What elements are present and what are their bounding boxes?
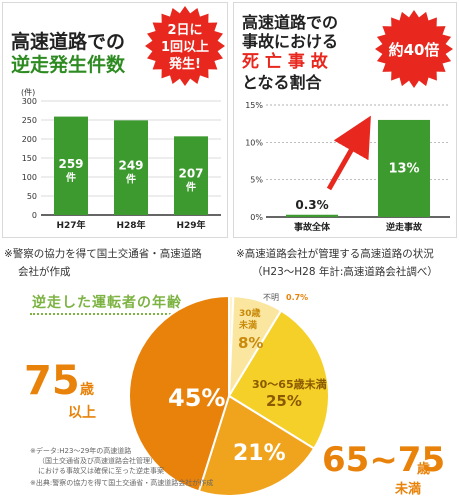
increase-arrow: [326, 115, 371, 191]
slice-label-under30-a: 30歳: [239, 307, 261, 319]
slice-label-unknown: 不明: [263, 293, 279, 302]
left-x-tick-label: H28年: [116, 219, 145, 231]
left-bar-unit-label: 件: [66, 171, 76, 184]
left-y-tick-label: 300: [22, 97, 37, 106]
slice-value-under30: 8%: [238, 334, 263, 352]
left-bar: [114, 120, 148, 215]
pie-slice-30to65: [227, 309, 330, 450]
left-bar-value-label: 249: [118, 159, 143, 173]
slice-value-30to65: 25%: [266, 392, 302, 410]
slice-value-75plus: 45%: [168, 384, 225, 412]
left-chart-badge-line2: 1回以上: [160, 40, 210, 55]
left-chart-badge-line1: 2日に: [167, 23, 203, 38]
right-chart-panel: 高速道路での 事故における 死 亡 事 故 となる割合 約40倍 15% 10% 5…: [233, 2, 457, 238]
pie-note-4: ※出典:警察の協力を得て国土交通省・高速道路会社が作成: [30, 479, 214, 487]
callout-65-sub: 未満: [395, 482, 422, 497]
left-y-tick-label: 50: [27, 192, 37, 201]
right-x-tick-label: 事故全体: [294, 221, 331, 233]
callout-75-unit: 歳: [80, 382, 94, 398]
callout-75-number: 75: [24, 358, 80, 404]
left-y-tick-label: 250: [22, 116, 37, 125]
pie-note-1: ※データ:H23～29年の高速道路: [30, 447, 132, 455]
right-x-tick-label: 逆走事故: [386, 221, 423, 233]
left-bar-unit-label: 件: [186, 181, 196, 194]
left-y-tick-label: 150: [22, 154, 37, 163]
left-chart-panel: 高速道路での 逆走発生件数 2日に 1回以上 発生! (件) 300 250 200…: [2, 2, 228, 238]
callout-65-unit: 歳: [417, 462, 431, 477]
callout-65-number: 65~75: [322, 440, 446, 480]
slice-value-65to75: 21%: [233, 441, 286, 466]
left-chart-badge-line3: 発生!: [169, 57, 201, 72]
right-bar: [286, 214, 338, 217]
right-bar: [378, 119, 430, 217]
left-chart-title-line1: 高速道路での: [11, 31, 126, 53]
right-y-tick-label: 0%: [250, 213, 263, 222]
right-footnote-line2: （H23～H28 年計:高速道路会社調べ）: [252, 266, 438, 278]
left-chart-title-line2: 逆走発生件数: [11, 54, 126, 76]
left-y-tick-label: 100: [22, 173, 37, 182]
pie-slice-75plus: [128, 294, 230, 493]
left-bar-value-label: 259: [58, 157, 83, 171]
pie-note-3: における事故又は確保に至った逆走事案: [38, 467, 164, 475]
right-chart-title-line3: 死 亡 事 故: [242, 52, 328, 72]
left-bar: [54, 116, 88, 215]
left-bar-unit-label: 件: [126, 173, 136, 186]
right-bar-chart: 15% 10% 5% 0% 0.3% 事故全体 13% 逆走事故: [245, 101, 450, 233]
left-x-tick-label: H29年: [176, 219, 205, 231]
pie-title: 逆走した運転者の年齢: [32, 295, 182, 311]
slice-label-under30-b: 未満: [238, 319, 257, 331]
left-footnote-line1: ※警察の協力を得て国土交通省・高速道路: [4, 248, 202, 260]
left-chart-burst-badge: [145, 6, 225, 86]
age-pie-chart: 不明 0.7% 30歳 未満 8% 30～65歳未満 25% 21% 45%: [128, 293, 330, 497]
slice-value-unknown: 0.7%: [286, 293, 308, 302]
left-bar-value-label: 207: [178, 167, 203, 181]
right-y-tick-label: 15%: [245, 101, 263, 110]
right-chart-title-line2: 事故における: [242, 32, 339, 51]
left-footnote-line2: 会社が作成: [18, 266, 71, 278]
pie-note-2: （国土交通省及び高速道路会社管理）: [38, 457, 157, 465]
right-y-tick-label: 10%: [245, 138, 263, 147]
pie-slice-65to75: [197, 394, 316, 497]
callout-75-sub: 以上: [68, 405, 96, 421]
right-footnote-line1: ※高速道路会社が管理する高速道路の状況: [236, 248, 434, 260]
right-bar-value-label: 13%: [388, 161, 419, 176]
left-chart-y-unit: (件): [21, 87, 35, 97]
left-y-tick-label: 0: [32, 211, 37, 220]
right-chart-badge-text: 約40倍: [388, 41, 440, 59]
left-x-tick-label: H27年: [56, 219, 85, 231]
right-chart-title-line4: となる割合: [242, 73, 322, 92]
right-chart-title-line1: 高速道路での: [242, 13, 339, 32]
right-chart-burst-badge: [375, 10, 453, 88]
pie-title-underline: [30, 313, 178, 315]
left-y-tick-label: 200: [22, 135, 37, 144]
slice-label-30to65: 30～65歳未満: [252, 377, 327, 391]
right-y-tick-label: 5%: [250, 176, 263, 185]
left-bar: [174, 136, 208, 215]
right-bar-value-label: 0.3%: [295, 198, 328, 212]
